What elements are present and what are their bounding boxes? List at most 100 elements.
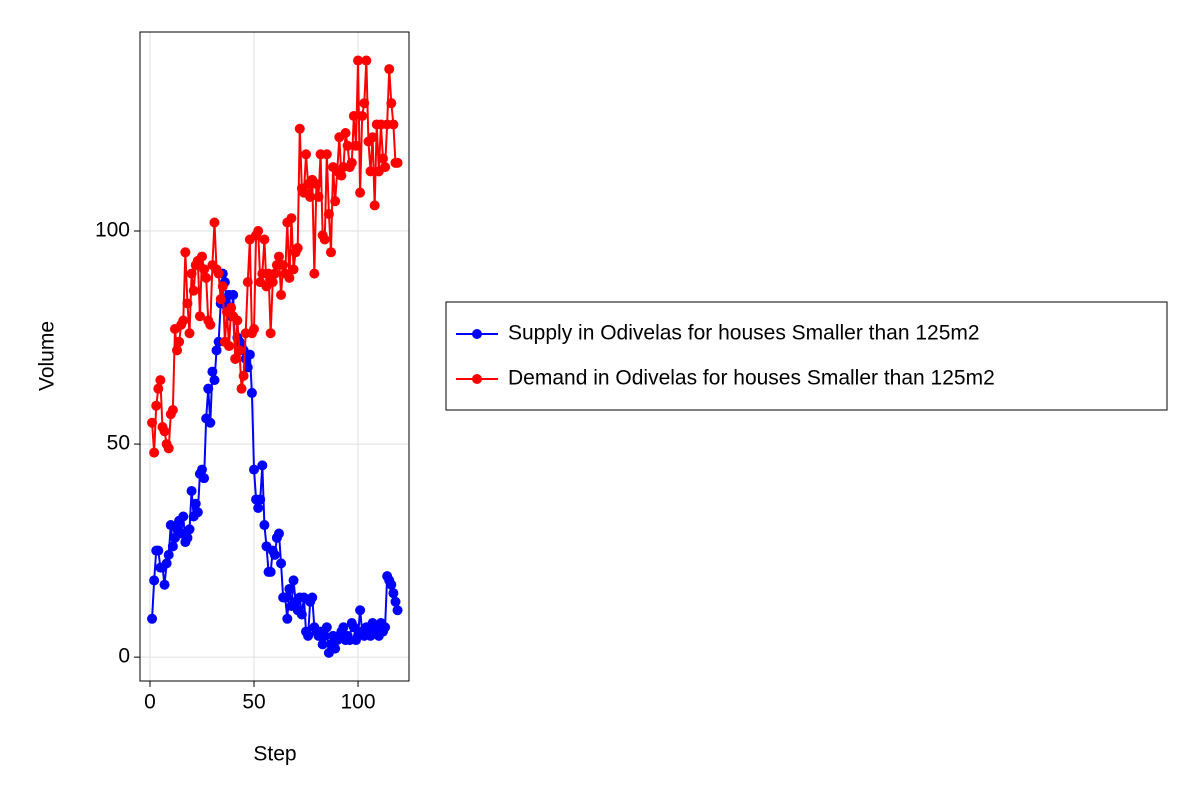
- data-point: [307, 592, 318, 603]
- plot-frame: [139, 31, 410, 682]
- data-point: [257, 460, 268, 471]
- data-point: [190, 498, 201, 509]
- data-point: [246, 387, 257, 398]
- data-point: [342, 140, 353, 151]
- data-point: [386, 579, 397, 590]
- data-point: [361, 55, 372, 66]
- data-point: [178, 315, 189, 326]
- data-point: [292, 243, 303, 254]
- data-point: [163, 549, 174, 560]
- data-point: [184, 328, 195, 339]
- data-point: [149, 575, 160, 586]
- data-point: [353, 55, 364, 66]
- data-point: [273, 528, 284, 539]
- data-point: [269, 549, 280, 560]
- legend-box: [445, 301, 1168, 411]
- data-point: [321, 622, 332, 633]
- legend-label: Demand in Odivelas for houses Smaller th…: [508, 367, 995, 390]
- data-point: [319, 630, 330, 641]
- legend-marker: [472, 329, 482, 339]
- data-point: [280, 592, 291, 603]
- data-point: [392, 605, 403, 616]
- x-tick-label: 100: [341, 691, 376, 714]
- data-point: [199, 264, 210, 275]
- data-point: [288, 264, 299, 275]
- data-point: [232, 315, 243, 326]
- data-point: [209, 375, 220, 386]
- data-point: [155, 375, 166, 386]
- data-point: [209, 217, 220, 228]
- data-point: [338, 622, 349, 633]
- data-point: [350, 140, 361, 151]
- data-point: [330, 196, 341, 207]
- data-point: [273, 251, 284, 262]
- data-point: [253, 502, 264, 513]
- data-point: [238, 370, 249, 381]
- data-point: [201, 272, 212, 283]
- data-point: [242, 362, 253, 373]
- data-point: [380, 162, 391, 173]
- data-point: [276, 289, 287, 300]
- data-point: [217, 281, 228, 292]
- data-point: [215, 294, 226, 305]
- data-point: [288, 575, 299, 586]
- data-point: [196, 251, 207, 262]
- data-point: [203, 383, 214, 394]
- data-point: [296, 609, 307, 620]
- data-point: [323, 208, 334, 219]
- data-point: [182, 298, 193, 309]
- data-point: [249, 464, 260, 475]
- data-point: [159, 426, 170, 437]
- data-point: [388, 119, 399, 130]
- data-point: [153, 545, 164, 556]
- x-tick-label: 50: [242, 691, 265, 714]
- data-point: [174, 336, 185, 347]
- data-point: [388, 588, 399, 599]
- data-point: [346, 157, 357, 168]
- data-point: [317, 639, 328, 650]
- data-point: [369, 200, 380, 211]
- data-point: [172, 345, 183, 356]
- data-point: [149, 447, 160, 458]
- data-point: [211, 345, 222, 356]
- data-point: [367, 132, 378, 143]
- data-point: [267, 277, 278, 288]
- data-point: [161, 558, 172, 569]
- data-point: [269, 268, 280, 279]
- data-point: [147, 613, 158, 624]
- data-point: [151, 400, 162, 411]
- data-point: [311, 179, 322, 190]
- data-point: [355, 605, 366, 616]
- data-point: [359, 98, 370, 109]
- data-point: [242, 277, 253, 288]
- data-point: [377, 153, 388, 164]
- data-point: [159, 579, 170, 590]
- data-point: [386, 98, 397, 109]
- data-point: [355, 187, 366, 198]
- data-point: [286, 213, 297, 224]
- data-point: [147, 417, 158, 428]
- data-point: [188, 285, 199, 296]
- y-tick-label: 0: [118, 645, 130, 668]
- data-point: [284, 272, 295, 283]
- data-point: [186, 485, 197, 496]
- data-point: [265, 566, 276, 577]
- legend-marker: [472, 374, 482, 384]
- y-axis-label: Volume: [36, 321, 59, 391]
- data-point: [319, 234, 330, 245]
- data-point: [392, 157, 403, 168]
- data-point: [253, 226, 264, 237]
- data-point: [336, 170, 347, 181]
- data-point: [194, 311, 205, 322]
- data-point: [226, 302, 237, 313]
- data-point: [236, 383, 247, 394]
- data-point: [276, 558, 287, 569]
- data-point: [348, 622, 359, 633]
- x-axis-label: Step: [253, 743, 296, 766]
- data-point: [205, 417, 216, 428]
- data-point: [313, 191, 324, 202]
- data-point: [184, 524, 195, 535]
- data-point: [255, 494, 266, 505]
- data-point: [224, 341, 235, 352]
- data-point: [207, 366, 218, 377]
